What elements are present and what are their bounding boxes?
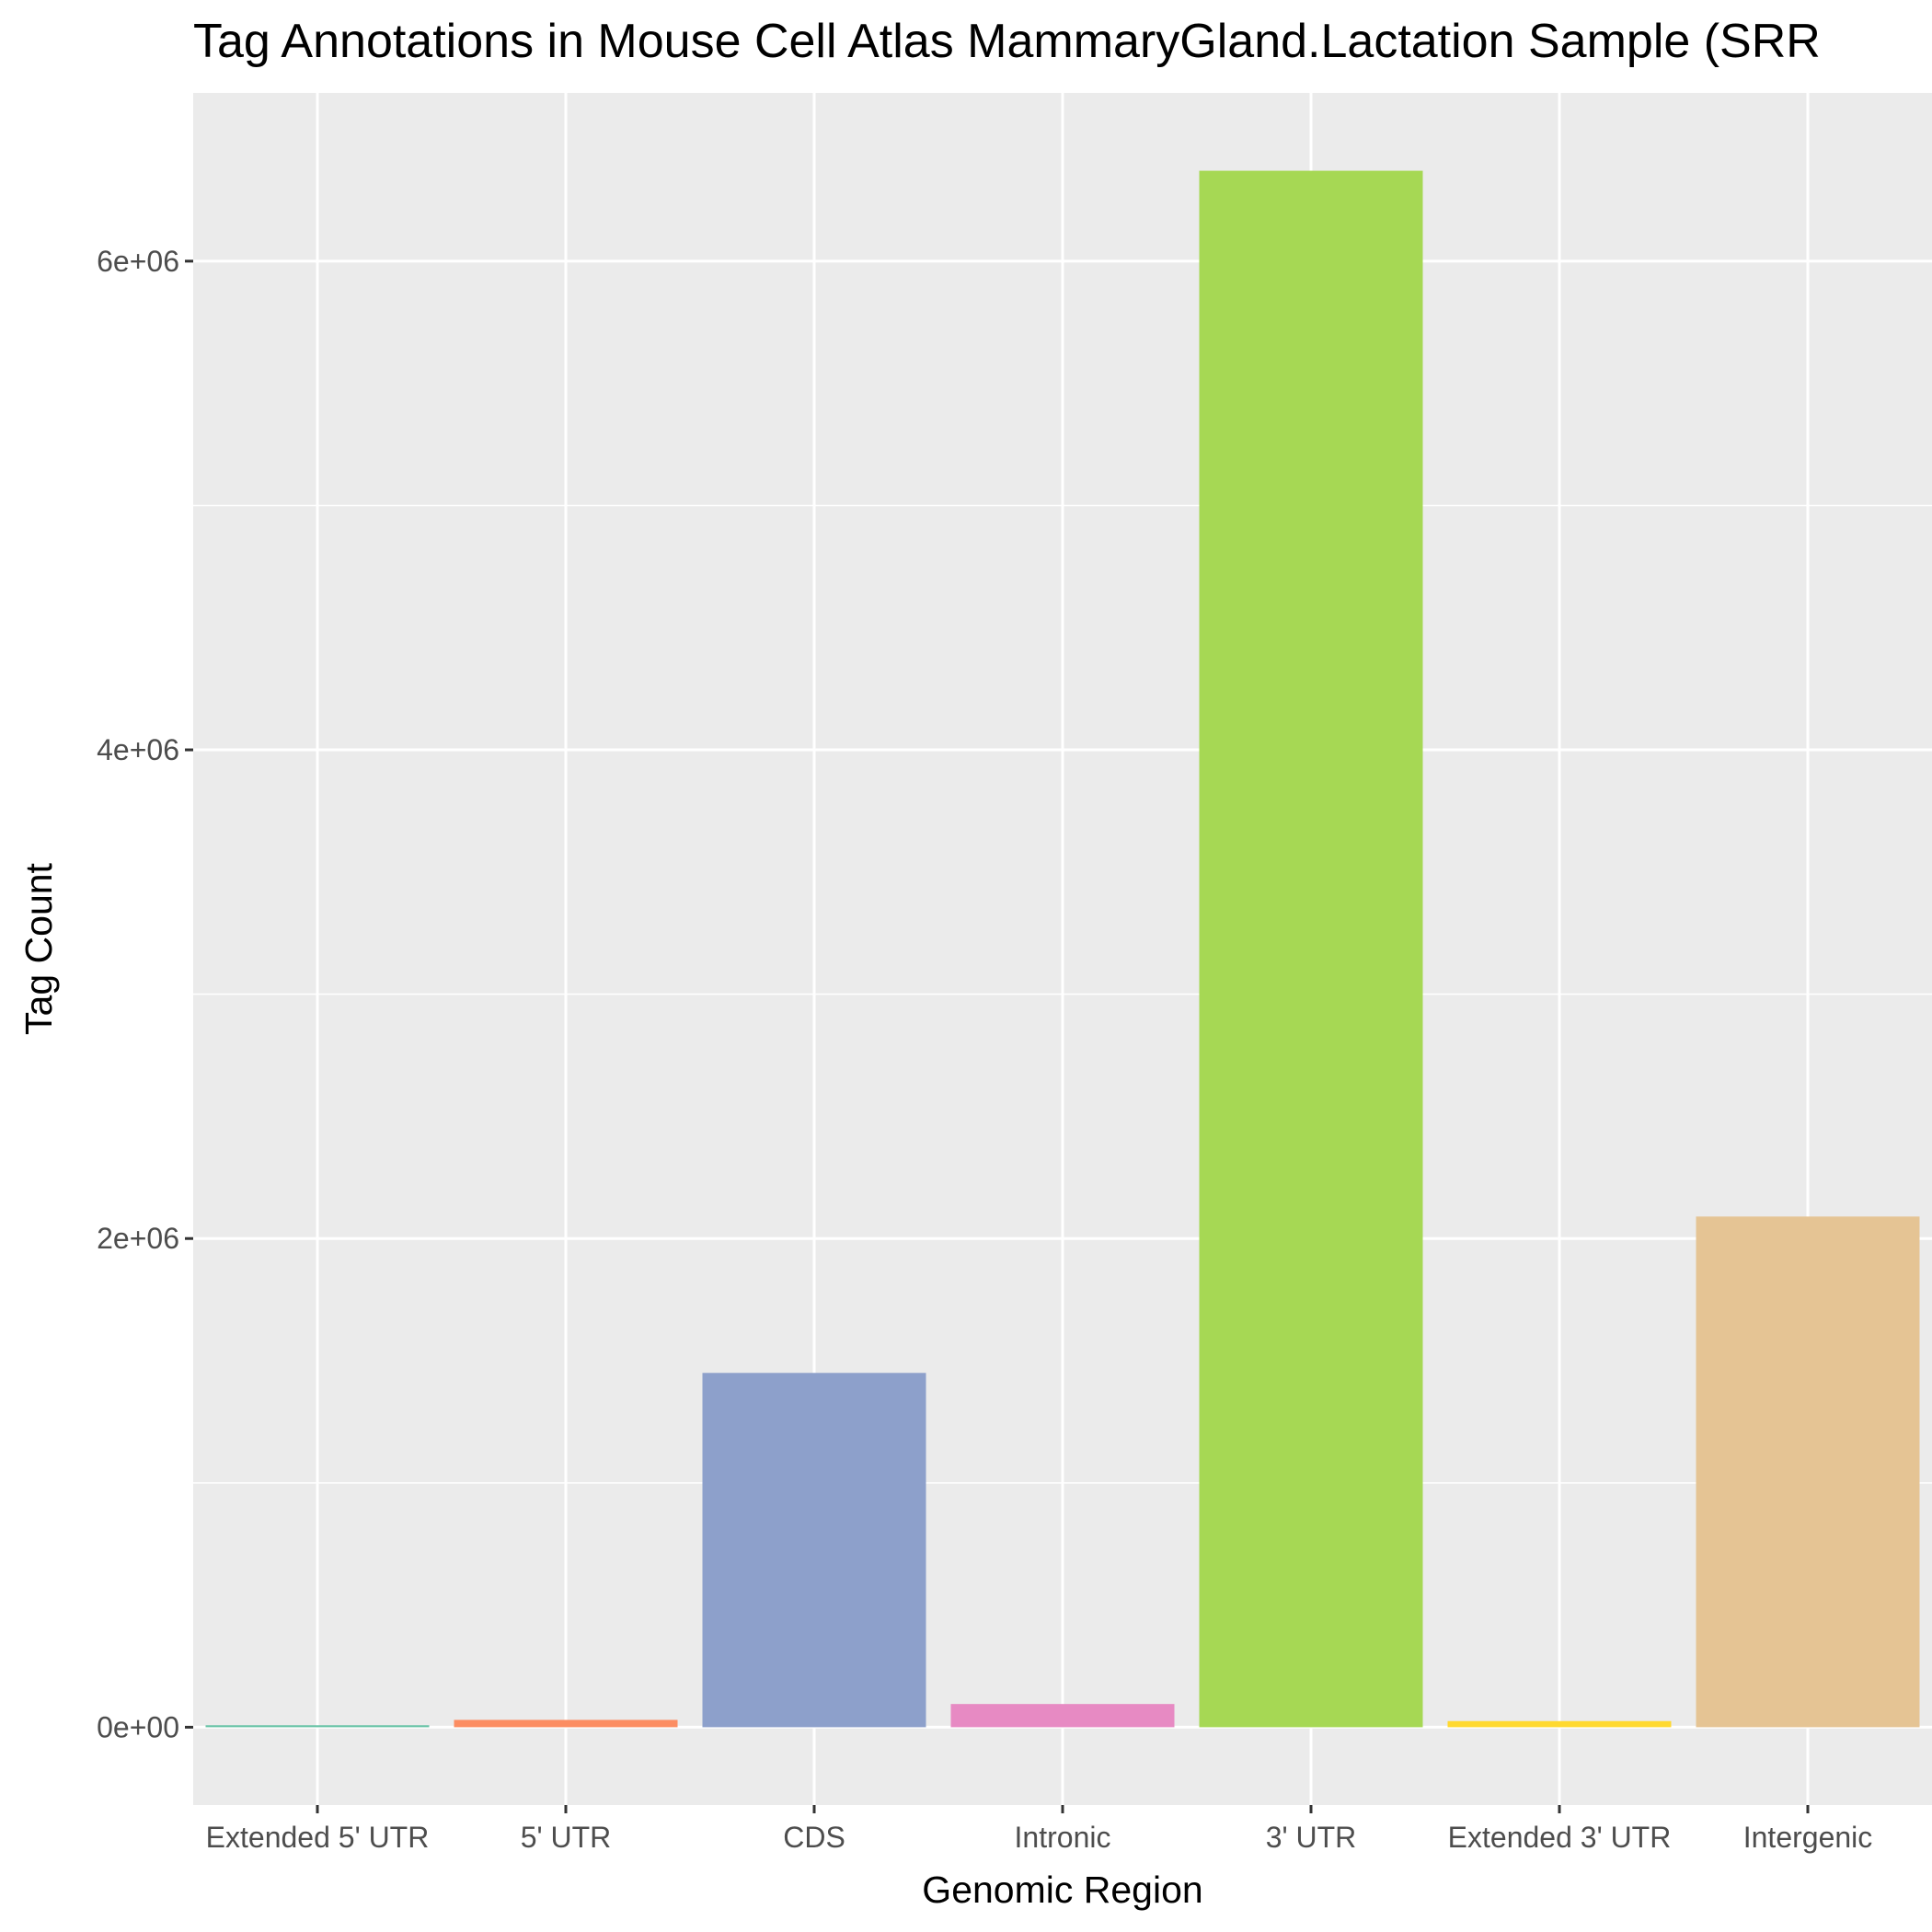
bar: [1199, 170, 1423, 1728]
bars-group: [205, 170, 1920, 1728]
bar: [1696, 1216, 1920, 1728]
x-tick-label: Intergenic: [1743, 1821, 1873, 1854]
x-tick-label: 5' UTR: [521, 1821, 612, 1854]
x-tick-label: Intronic: [1015, 1821, 1111, 1854]
x-tick-label: Extended 3' UTR: [1448, 1821, 1672, 1854]
bar: [205, 1725, 430, 1728]
y-tick-label: 4e+06: [97, 733, 179, 766]
y-tick-label: 0e+00: [97, 1710, 179, 1743]
bar: [1447, 1720, 1672, 1728]
x-tick-label: 3' UTR: [1266, 1821, 1357, 1854]
chart-title: Tag Annotations in Mouse Cell Atlas Mamm…: [193, 15, 1821, 68]
x-tick-label: CDS: [783, 1821, 845, 1854]
bar: [950, 1704, 1175, 1728]
x-tick-label: Extended 5' UTR: [206, 1821, 430, 1854]
bar: [702, 1373, 926, 1728]
y-tick-label: 6e+06: [97, 245, 179, 278]
y-tick-label: 2e+06: [97, 1222, 179, 1255]
x-axis: Extended 5' UTR 5' UTR CDS Intronic 3' UTR Ex…: [206, 1805, 1873, 1854]
bar: [454, 1719, 678, 1728]
y-axis: 0e+00 2e+06 4e+06 6e+06: [97, 245, 193, 1743]
x-axis-title: Genomic Region: [922, 1869, 1202, 1911]
y-axis-title: Tag Count: [17, 862, 60, 1035]
